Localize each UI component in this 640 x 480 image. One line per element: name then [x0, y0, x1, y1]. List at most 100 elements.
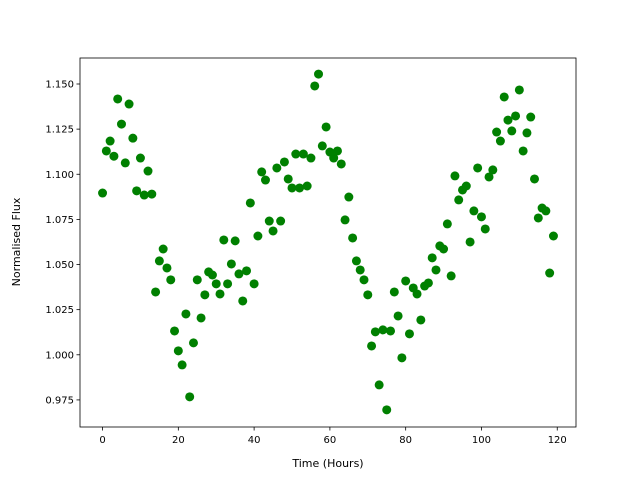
data-point [185, 392, 195, 402]
data-point [389, 287, 399, 297]
data-point [200, 290, 210, 300]
data-point [215, 289, 225, 299]
data-point [245, 198, 255, 208]
data-point [120, 158, 130, 168]
data-point [442, 219, 452, 229]
data-point [378, 325, 388, 335]
data-point [404, 329, 414, 339]
data-point [454, 195, 464, 205]
x-tick-label: 40 [248, 435, 261, 446]
data-point [336, 159, 346, 169]
data-point [480, 224, 490, 234]
data-point [545, 268, 555, 278]
x-tick-label: 100 [472, 435, 491, 446]
data-point [211, 279, 221, 289]
data-point [298, 149, 308, 159]
data-point [363, 290, 373, 300]
data-point [340, 215, 350, 225]
data-point [469, 206, 479, 216]
data-point [526, 112, 536, 122]
x-tick-label: 120 [548, 435, 567, 446]
y-tick-label: 1.025 [45, 305, 74, 316]
data-point [291, 149, 301, 159]
data-point [446, 271, 456, 281]
data-point [321, 122, 331, 132]
data-point [283, 174, 293, 184]
data-point [177, 360, 187, 370]
data-point [132, 186, 142, 196]
data-point [242, 266, 252, 276]
data-point [401, 276, 411, 286]
data-point [128, 133, 138, 143]
data-point [135, 153, 145, 163]
data-point [344, 192, 354, 202]
data-point [412, 289, 422, 299]
y-tick-label: 1.050 [45, 260, 74, 271]
data-point [488, 165, 498, 175]
data-point [306, 153, 316, 163]
x-tick-label: 0 [99, 435, 105, 446]
data-point [249, 279, 259, 289]
data-point [158, 244, 168, 254]
data-point [386, 326, 396, 336]
data-point [423, 278, 433, 288]
data-point [473, 163, 483, 173]
y-tick-label: 1.000 [45, 350, 74, 361]
data-point [439, 244, 449, 254]
data-point [173, 346, 183, 356]
data-point [109, 151, 119, 161]
data-point [223, 279, 233, 289]
y-tick-label: 0.975 [45, 395, 74, 406]
y-axis-label: Normalised Flux [10, 197, 23, 286]
x-tick-label: 20 [172, 435, 185, 446]
data-point [503, 115, 513, 125]
data-point [431, 265, 441, 275]
data-point [393, 311, 403, 321]
data-point [461, 181, 471, 191]
data-point [351, 256, 361, 266]
data-point [166, 275, 176, 285]
y-tick-label: 1.150 [45, 79, 74, 90]
data-point [465, 237, 475, 247]
x-axis-label: Time (Hours) [291, 457, 363, 470]
data-point [124, 99, 134, 109]
data-point [154, 256, 164, 266]
data-point [450, 171, 460, 181]
data-point [230, 236, 240, 246]
data-point [276, 216, 286, 226]
data-point [329, 153, 339, 163]
data-point [332, 146, 342, 156]
data-point [348, 233, 358, 243]
data-point [530, 174, 540, 184]
data-point [314, 69, 324, 79]
data-point [192, 275, 202, 285]
data-point [374, 380, 384, 390]
data-point [397, 353, 407, 363]
data-point [147, 189, 157, 199]
data-point [355, 265, 365, 275]
data-point [264, 216, 274, 226]
data-point [188, 338, 198, 348]
data-point [416, 315, 426, 325]
data-point [476, 212, 486, 222]
data-point [105, 136, 115, 146]
data-point [317, 141, 327, 151]
data-point [382, 405, 392, 415]
data-point [514, 85, 524, 95]
y-tick-label: 1.075 [45, 215, 74, 226]
data-point [370, 327, 380, 337]
data-point [310, 81, 320, 91]
data-point [522, 128, 532, 138]
data-point [359, 275, 369, 285]
data-point [207, 270, 217, 280]
data-point [116, 119, 126, 129]
data-point [367, 341, 377, 351]
data-point [226, 259, 236, 269]
data-point [234, 269, 244, 279]
data-point [533, 213, 543, 223]
data-point [260, 175, 270, 185]
data-point [548, 231, 558, 241]
plot-frame [79, 57, 577, 428]
data-point [295, 183, 305, 193]
